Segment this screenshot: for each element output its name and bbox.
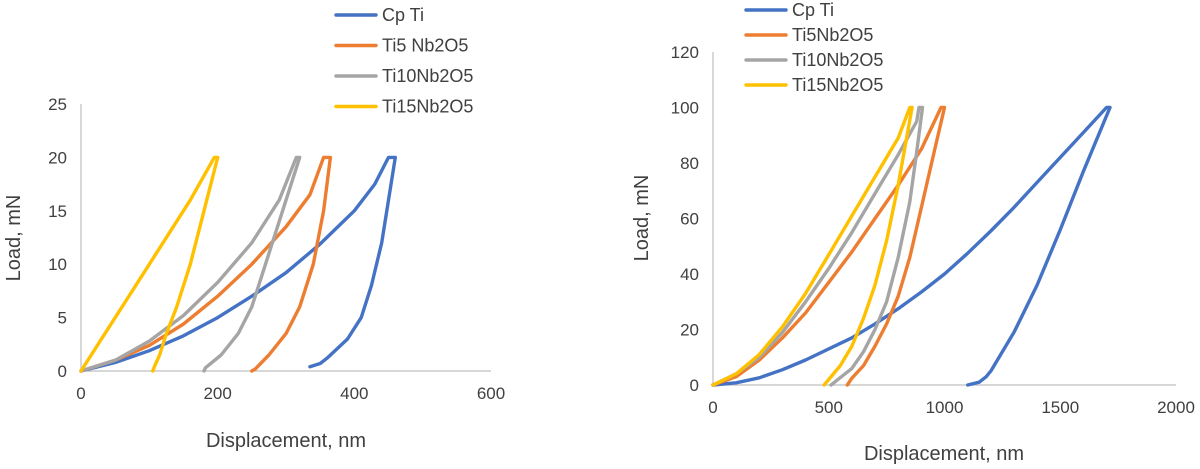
chart-left-y-tick-label: 0 [58,362,67,381]
chart-left-x-tick-label: 400 [340,384,368,403]
chart-right-y-tick-label: 120 [671,43,699,62]
chart-left-y-tick-label: 20 [48,148,67,167]
chart-left-legend-label-2: Ti5 Nb2O5 [382,36,468,56]
chart-right-legend-label-2: Ti5Nb2O5 [792,25,873,45]
chart-right-series-line-3 [711,105,925,387]
chart-right-y-axis-title: Load, mN [631,175,653,262]
chart-left: 0 200 400 600 0 5 10 15 20 25 Cp Ti Ti5 Nb2O5 Ti10… [3,5,505,452]
chart-right-y-tick-label: 80 [680,154,699,173]
chart-right-series-line-4 [711,105,914,387]
chart-right-x-tick-label: 2000 [1157,398,1195,417]
chart-left-series-line-2 [79,155,333,373]
chart-right-y-tick-label: 20 [680,321,699,340]
chart-left-y-tick-label: 25 [48,95,67,114]
chart-right-x-tick-label: 500 [815,398,843,417]
chart-right-y-tick-label: 100 [671,99,699,118]
chart-left-y-axis-title: Load, mN [3,195,25,282]
chart-left-y-tick-label: 5 [58,309,67,328]
chart-right-legend-label-1: Cp Ti [792,0,834,20]
chart-right-y-tick-label: 0 [690,376,699,395]
chart-right-series-line-1 [711,105,1112,387]
chart-left-y-tick-label: 10 [48,255,67,274]
chart-right-x-tick-label: 1000 [926,398,964,417]
chart-right-legend-label-4: Ti15Nb2O5 [792,75,883,95]
chart-left-x-tick-label: 0 [76,384,85,403]
chart-right-x-tick-label: 0 [708,398,717,417]
chart-left-series-line-1 [79,155,397,373]
chart-right-y-tick-label: 40 [680,265,699,284]
chart-left-series-line-4 [79,155,220,373]
chart-left-x-axis-title: Displacement, nm [206,430,366,452]
chart-left-legend-label-3: Ti10Nb2O5 [382,66,473,86]
chart-right-series-line-2 [711,105,947,387]
chart-left-legend-label-1: Cp Ti [382,5,424,25]
chart-right-legend-label-3: Ti10Nb2O5 [792,50,883,70]
chart-left-y-tick-label: 15 [48,202,67,221]
chart-left-x-tick-label: 200 [203,384,231,403]
chart-right-y-tick-label: 60 [680,210,699,229]
chart-left-series-line-3 [79,155,302,373]
chart-right-x-tick-label: 1500 [1041,398,1079,417]
chart-left-x-tick-label: 600 [477,384,505,403]
chart-right: 0 500 1000 1500 2000 0 20 40 60 80 100 120 Cp Ti Ti… [631,0,1195,465]
chart-left-legend-label-4: Ti15Nb2O5 [382,97,473,117]
chart-right-x-axis-title: Displacement, nm [864,443,1024,465]
